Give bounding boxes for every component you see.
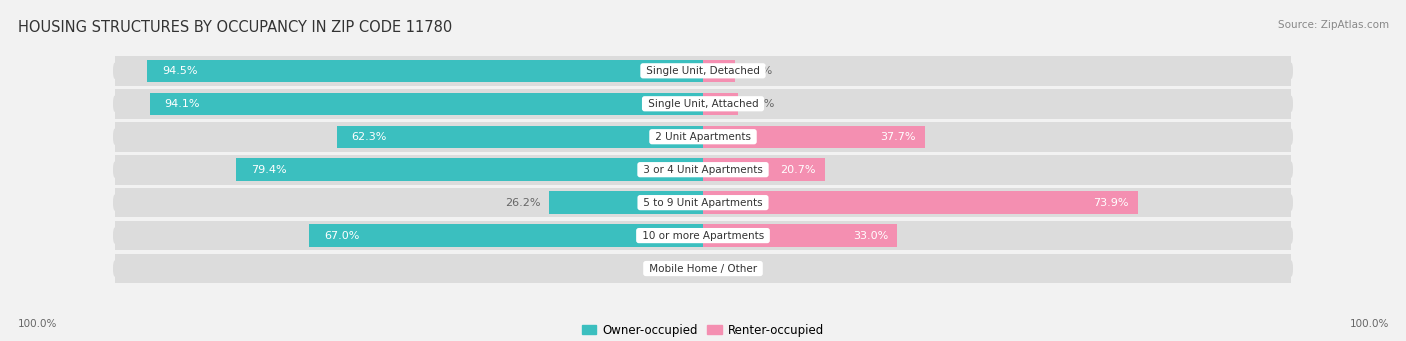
- Legend: Owner-occupied, Renter-occupied: Owner-occupied, Renter-occupied: [578, 319, 828, 341]
- Text: 67.0%: 67.0%: [323, 231, 359, 241]
- Bar: [115, 56, 1291, 86]
- Text: 33.0%: 33.0%: [853, 231, 889, 241]
- Text: 20.7%: 20.7%: [780, 165, 815, 175]
- Bar: [115, 122, 1291, 151]
- Text: 73.9%: 73.9%: [1094, 198, 1129, 208]
- Circle shape: [114, 63, 117, 78]
- Circle shape: [1289, 162, 1292, 177]
- Text: Single Unit, Detached: Single Unit, Detached: [643, 66, 763, 76]
- Bar: [115, 221, 1291, 250]
- Text: 10 or more Apartments: 10 or more Apartments: [638, 231, 768, 241]
- Text: Single Unit, Attached: Single Unit, Attached: [644, 99, 762, 109]
- Text: 100.0%: 100.0%: [1350, 319, 1389, 329]
- Text: 100.0%: 100.0%: [18, 319, 58, 329]
- Text: 26.2%: 26.2%: [505, 198, 540, 208]
- Text: 0.0%: 0.0%: [657, 264, 685, 273]
- Text: 94.1%: 94.1%: [165, 99, 200, 109]
- Bar: [703, 60, 735, 82]
- Text: 5 to 9 Unit Apartments: 5 to 9 Unit Apartments: [640, 198, 766, 208]
- Text: 0.0%: 0.0%: [721, 264, 749, 273]
- Circle shape: [114, 228, 117, 243]
- Bar: [309, 224, 703, 247]
- Circle shape: [1289, 97, 1292, 111]
- Bar: [703, 125, 925, 148]
- Circle shape: [1289, 129, 1292, 144]
- Circle shape: [114, 195, 117, 210]
- Text: 2 Unit Apartments: 2 Unit Apartments: [652, 132, 754, 142]
- Bar: [336, 125, 703, 148]
- Circle shape: [114, 261, 117, 276]
- Text: 5.9%: 5.9%: [747, 99, 775, 109]
- Bar: [115, 155, 1291, 184]
- Bar: [703, 191, 1137, 214]
- Circle shape: [1289, 195, 1292, 210]
- Circle shape: [1289, 261, 1292, 276]
- Bar: [148, 60, 703, 82]
- Bar: [149, 92, 703, 115]
- Bar: [703, 159, 825, 181]
- Text: 5.5%: 5.5%: [744, 66, 772, 76]
- Bar: [115, 89, 1291, 119]
- Circle shape: [114, 97, 117, 111]
- Text: 94.5%: 94.5%: [162, 66, 198, 76]
- Text: 62.3%: 62.3%: [352, 132, 387, 142]
- Text: 79.4%: 79.4%: [250, 165, 287, 175]
- Bar: [703, 92, 738, 115]
- Bar: [115, 188, 1291, 218]
- Bar: [703, 224, 897, 247]
- Circle shape: [1289, 228, 1292, 243]
- Text: HOUSING STRUCTURES BY OCCUPANCY IN ZIP CODE 11780: HOUSING STRUCTURES BY OCCUPANCY IN ZIP C…: [18, 20, 453, 35]
- Text: Mobile Home / Other: Mobile Home / Other: [645, 264, 761, 273]
- Text: 3 or 4 Unit Apartments: 3 or 4 Unit Apartments: [640, 165, 766, 175]
- Text: Source: ZipAtlas.com: Source: ZipAtlas.com: [1278, 20, 1389, 30]
- Bar: [548, 191, 703, 214]
- Circle shape: [1289, 63, 1292, 78]
- Bar: [236, 159, 703, 181]
- Bar: [115, 254, 1291, 283]
- Circle shape: [114, 129, 117, 144]
- Text: 37.7%: 37.7%: [880, 132, 915, 142]
- Circle shape: [114, 162, 117, 177]
